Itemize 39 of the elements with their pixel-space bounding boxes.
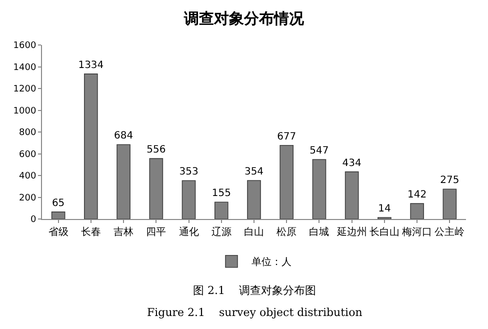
- legend-label: 单位：人: [252, 256, 292, 268]
- y-tick-label: 1600: [13, 41, 36, 52]
- x-tick-label: 吉林: [114, 226, 134, 238]
- y-tick-label: 400: [19, 172, 36, 182]
- data-label: 556: [146, 144, 166, 156]
- y-tick-label: 0: [30, 215, 36, 226]
- x-tick-label: 公主岭: [434, 226, 465, 238]
- x-tick-label: 梅河口: [401, 226, 432, 238]
- x-tick-label: 辽源: [211, 226, 232, 238]
- y-tick-label: 200: [19, 193, 36, 204]
- x-tick-label: 通化: [178, 226, 199, 238]
- caption: 图 2.1 调查对象分布图: [193, 284, 316, 297]
- x-tick-label: 松原: [276, 226, 297, 238]
- y-tick-label: 600: [19, 150, 36, 160]
- x-tick-label: 省级: [48, 226, 68, 238]
- y-tick-label: 1000: [13, 106, 36, 116]
- data-label: 354: [244, 166, 264, 178]
- data-label: 677: [277, 131, 296, 142]
- caption: Figure 2.1 survey object distribution: [147, 306, 362, 319]
- data-label: 353: [179, 166, 198, 178]
- data-label: 434: [342, 158, 362, 169]
- x-tick-label: 白城: [309, 226, 330, 238]
- data-label: 1334: [78, 60, 104, 71]
- data-label: 142: [408, 190, 427, 201]
- x-tick-label: 长白山: [369, 226, 400, 238]
- x-tick-label: 长春: [80, 226, 101, 238]
- chart-title: 调查对象分布情况: [183, 10, 305, 28]
- data-label: 155: [212, 188, 231, 200]
- x-tick-label: 四平: [146, 227, 166, 238]
- y-tick-label: 800: [19, 128, 36, 138]
- data-label: 275: [440, 175, 460, 186]
- x-tick-label: 白山: [244, 226, 264, 238]
- y-tick-label: 1200: [13, 84, 36, 95]
- x-tick-label: 延边州: [336, 226, 367, 238]
- data-label: 14: [378, 203, 391, 214]
- data-label: 684: [114, 130, 134, 142]
- data-label: 65: [52, 198, 65, 209]
- data-label: 547: [310, 146, 329, 157]
- y-tick-label: 1400: [13, 62, 36, 73]
